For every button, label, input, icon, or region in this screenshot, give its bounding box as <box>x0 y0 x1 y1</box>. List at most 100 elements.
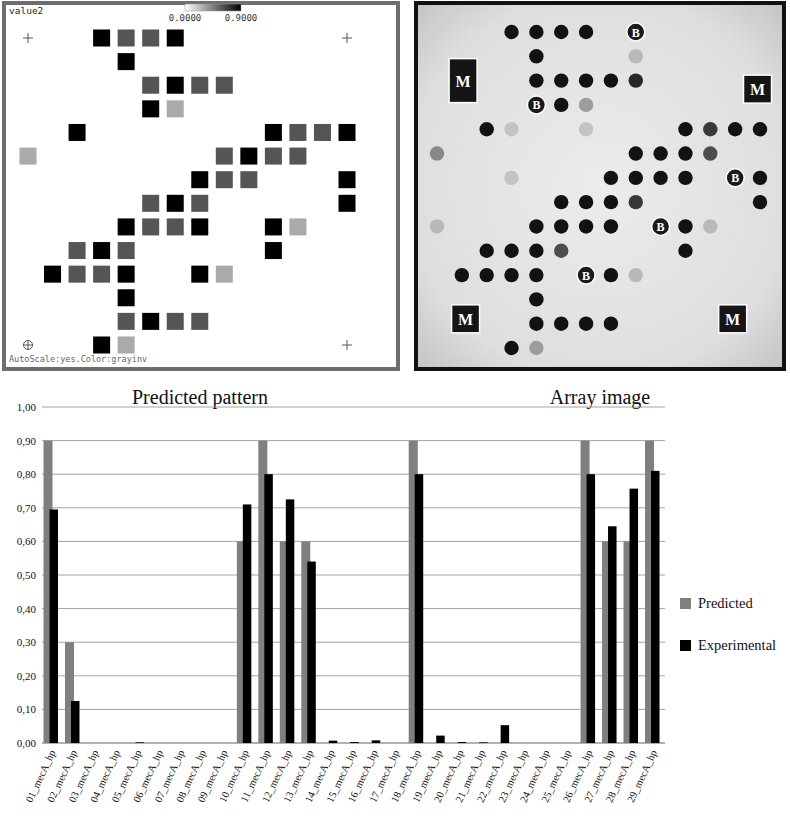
heatmap-cell <box>216 77 233 94</box>
array-spot <box>430 146 444 160</box>
y-tick-label: 0,00 <box>17 737 37 749</box>
control-label: M <box>458 311 473 328</box>
y-tick-label: 0,30 <box>17 636 37 648</box>
array-spot <box>529 49 543 63</box>
blank-label: B <box>582 269 590 283</box>
array-spot <box>678 219 692 233</box>
bar <box>516 743 525 744</box>
heatmap-cell <box>142 77 159 94</box>
panel-frame <box>4 3 398 369</box>
bar <box>458 742 467 743</box>
heatmap-cell <box>191 218 208 235</box>
array-spot <box>529 73 543 87</box>
heatmap-cell <box>167 195 184 212</box>
legend-label: Experimental <box>698 637 776 653</box>
bar <box>108 743 117 744</box>
array-spot <box>678 171 692 185</box>
grid-line <box>42 743 665 744</box>
array-spot <box>703 219 717 233</box>
heatmap-cell <box>93 30 110 47</box>
legend-label: Predicted <box>698 595 754 611</box>
array-spot <box>554 219 568 233</box>
bar <box>565 743 574 744</box>
corner-cross <box>342 340 352 350</box>
control-spot <box>719 305 747 333</box>
array-spot <box>504 122 518 136</box>
bar <box>157 743 166 744</box>
bar <box>92 743 101 744</box>
control-spot <box>449 59 477 103</box>
bar <box>608 526 617 743</box>
array-spot <box>753 195 767 209</box>
bar <box>215 743 224 744</box>
legend-swatch <box>680 640 691 651</box>
array-spot <box>529 292 543 306</box>
heatmap-cell <box>69 242 86 259</box>
legend: Predicted Experimental <box>680 595 776 653</box>
heatmap-cell <box>265 218 282 235</box>
array-spot <box>653 146 667 160</box>
grid-line <box>42 440 665 441</box>
heatmap-cell <box>167 100 184 117</box>
heatmap-cell <box>339 195 356 212</box>
control-spot <box>744 75 772 103</box>
grid-line <box>42 407 665 408</box>
control-label: M <box>456 73 471 90</box>
array-spot <box>604 316 618 330</box>
heatmap-cell <box>216 148 233 165</box>
heatmap-cell <box>142 100 159 117</box>
bar <box>243 504 252 743</box>
bar <box>559 743 568 744</box>
array-spot <box>629 268 643 282</box>
array-spot <box>703 122 717 136</box>
heatmap-cell <box>118 266 135 283</box>
bar <box>651 471 660 743</box>
heatmap-cell <box>191 313 208 330</box>
array-spot <box>629 73 643 87</box>
grid-line <box>42 675 665 676</box>
y-tick-label: 0,50 <box>17 569 37 581</box>
heatmap-cell <box>265 148 282 165</box>
bar <box>200 743 209 744</box>
bar <box>501 725 510 743</box>
array-spot <box>753 171 767 185</box>
array-spot <box>529 341 543 355</box>
grid-line <box>42 608 665 609</box>
bar <box>178 743 187 744</box>
array-spot <box>604 195 618 209</box>
heatmap-cell <box>118 218 135 235</box>
x-tick-label: 29_mecA_hp <box>625 748 659 804</box>
array-spot <box>728 122 742 136</box>
heatmap-cell <box>216 171 233 188</box>
array-spot <box>579 73 593 87</box>
blank-spot <box>726 169 744 187</box>
array-spot <box>504 244 518 258</box>
blank-spot <box>577 266 595 284</box>
heatmap-cell <box>191 195 208 212</box>
bars <box>44 441 660 743</box>
blank-label: B <box>632 26 640 40</box>
array-spot <box>604 171 618 185</box>
bar <box>436 736 445 743</box>
colorbar <box>185 4 241 11</box>
heatmap-cell <box>93 242 110 259</box>
heatmap-cell <box>142 218 159 235</box>
grid-line <box>42 709 665 710</box>
array-spot <box>753 122 767 136</box>
heatmap-cell <box>167 313 184 330</box>
corner-cross <box>23 33 33 43</box>
y-tick-label: 0,80 <box>17 468 37 480</box>
heatmap-cell <box>118 337 135 354</box>
bar <box>172 743 181 744</box>
heatmap-cell <box>118 313 135 330</box>
corner-cross <box>23 340 33 350</box>
corner-circle <box>24 341 33 350</box>
array-spot <box>579 25 593 39</box>
bar <box>372 740 381 743</box>
array-spot <box>479 244 493 258</box>
bar <box>387 743 396 744</box>
control-label: M <box>750 81 765 98</box>
array-spot <box>529 25 543 39</box>
heatmap-cell <box>240 171 257 188</box>
heatmap-cell <box>118 289 135 306</box>
